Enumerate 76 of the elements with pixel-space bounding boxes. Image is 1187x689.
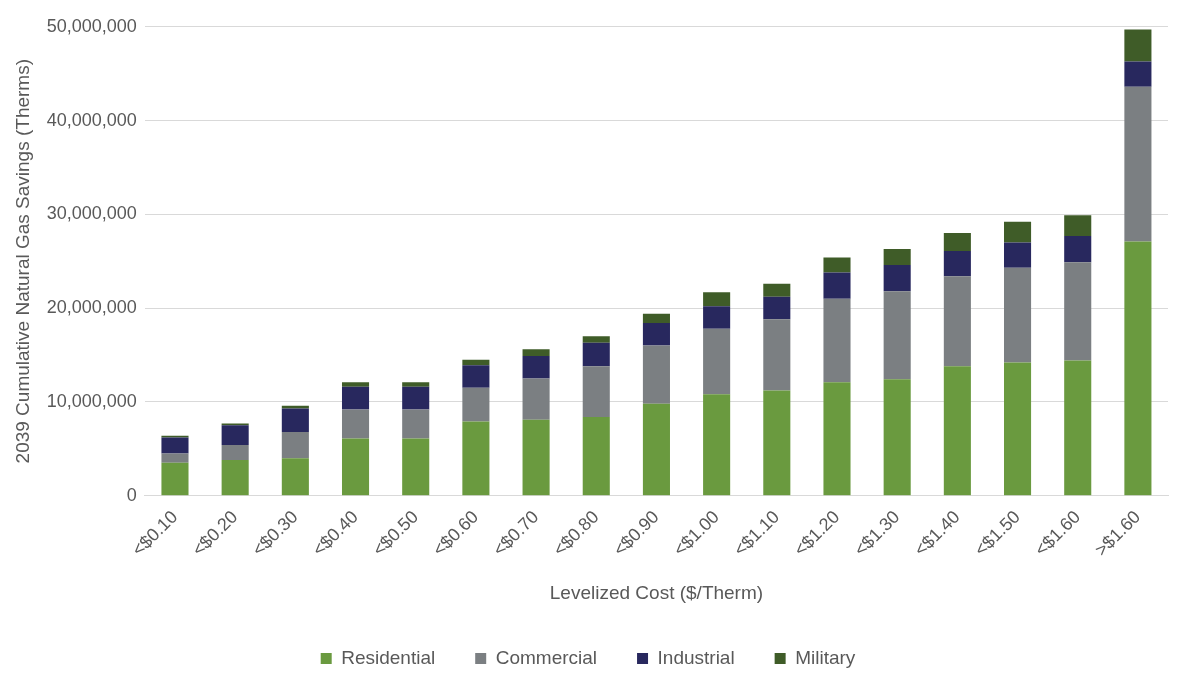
bar (341, 409, 370, 439)
bar (161, 437, 189, 454)
bar (1064, 262, 1092, 361)
bar (823, 382, 851, 496)
bar (823, 272, 851, 299)
bar (703, 292, 731, 307)
bar (1124, 86, 1152, 242)
legend-label: Military (795, 646, 856, 668)
y-tick-label: 10,000,000 (46, 390, 137, 411)
bar (1124, 29, 1152, 62)
bar (402, 438, 430, 496)
y-axis-title: 2039 Cumulative Natural Gas Savings (Therms) (11, 59, 33, 464)
bar (402, 382, 430, 387)
bar (1124, 61, 1152, 87)
bar (703, 394, 731, 496)
bar (943, 366, 971, 496)
bar (462, 387, 490, 422)
bar (221, 460, 249, 496)
bar (1004, 242, 1032, 268)
bar (1124, 241, 1152, 496)
bar (1064, 215, 1092, 236)
bar (402, 409, 430, 439)
bar (1064, 235, 1092, 263)
bar (1064, 360, 1092, 496)
bar (763, 319, 791, 391)
bar (582, 336, 610, 343)
bar (462, 421, 490, 496)
bar (402, 386, 430, 410)
bar (883, 379, 911, 496)
bar (341, 438, 370, 496)
bar (943, 250, 971, 277)
bar (823, 298, 851, 383)
bar (341, 382, 370, 387)
bar (161, 462, 189, 496)
bar (943, 276, 971, 367)
bar (642, 323, 670, 346)
bar (883, 291, 911, 380)
y-tick-label: 50,000,000 (46, 15, 137, 36)
x-axis-title: Levelized Cost ($/Therm) (549, 581, 764, 603)
bar (582, 342, 610, 367)
bar (161, 453, 189, 463)
bar (522, 355, 550, 379)
bar (642, 313, 670, 324)
bar (522, 349, 550, 356)
bar (883, 249, 911, 265)
bar (221, 425, 249, 446)
y-tick-label: 0 (126, 484, 137, 505)
legend-label: Commercial (495, 646, 598, 668)
y-tick-label: 40,000,000 (46, 109, 137, 130)
bar (703, 328, 731, 395)
legend-label: Residential (341, 646, 436, 668)
bar (582, 416, 610, 496)
bar (281, 408, 309, 432)
bar (642, 403, 670, 496)
bar (763, 390, 791, 496)
bar (582, 366, 610, 417)
bar (522, 419, 550, 496)
bar (703, 306, 731, 329)
bar (823, 257, 851, 273)
bar (341, 386, 370, 410)
bar (642, 345, 670, 404)
y-tick-label: 20,000,000 (46, 297, 137, 318)
bar (1004, 362, 1032, 496)
bar (763, 296, 791, 320)
bar (883, 264, 911, 292)
bar (943, 233, 971, 251)
bar (763, 283, 791, 297)
y-tick-label: 30,000,000 (46, 203, 137, 224)
bar (281, 458, 309, 496)
legend-label: Industrial (657, 646, 735, 668)
bar (1004, 267, 1032, 363)
bar (522, 378, 550, 420)
bar (281, 431, 309, 459)
bar (1004, 221, 1032, 243)
bar (221, 445, 249, 461)
bar (462, 365, 490, 388)
